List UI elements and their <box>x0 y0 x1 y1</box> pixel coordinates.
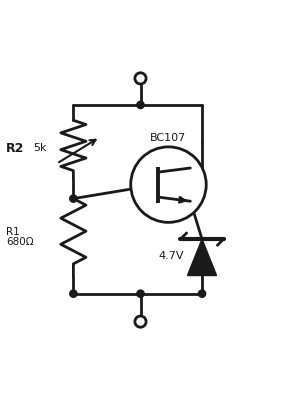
Text: R1: R1 <box>6 227 20 237</box>
Circle shape <box>131 147 206 222</box>
Circle shape <box>70 290 77 297</box>
Polygon shape <box>187 239 217 276</box>
Circle shape <box>198 290 206 297</box>
Circle shape <box>135 73 146 84</box>
Circle shape <box>135 316 146 327</box>
Text: R2: R2 <box>6 142 25 155</box>
Text: 5k: 5k <box>33 143 46 153</box>
Circle shape <box>70 195 77 202</box>
Text: 4.7V: 4.7V <box>159 251 184 261</box>
Circle shape <box>137 101 144 108</box>
Text: 680Ω: 680Ω <box>6 237 34 247</box>
Text: BC107: BC107 <box>150 134 187 144</box>
Circle shape <box>137 290 144 297</box>
